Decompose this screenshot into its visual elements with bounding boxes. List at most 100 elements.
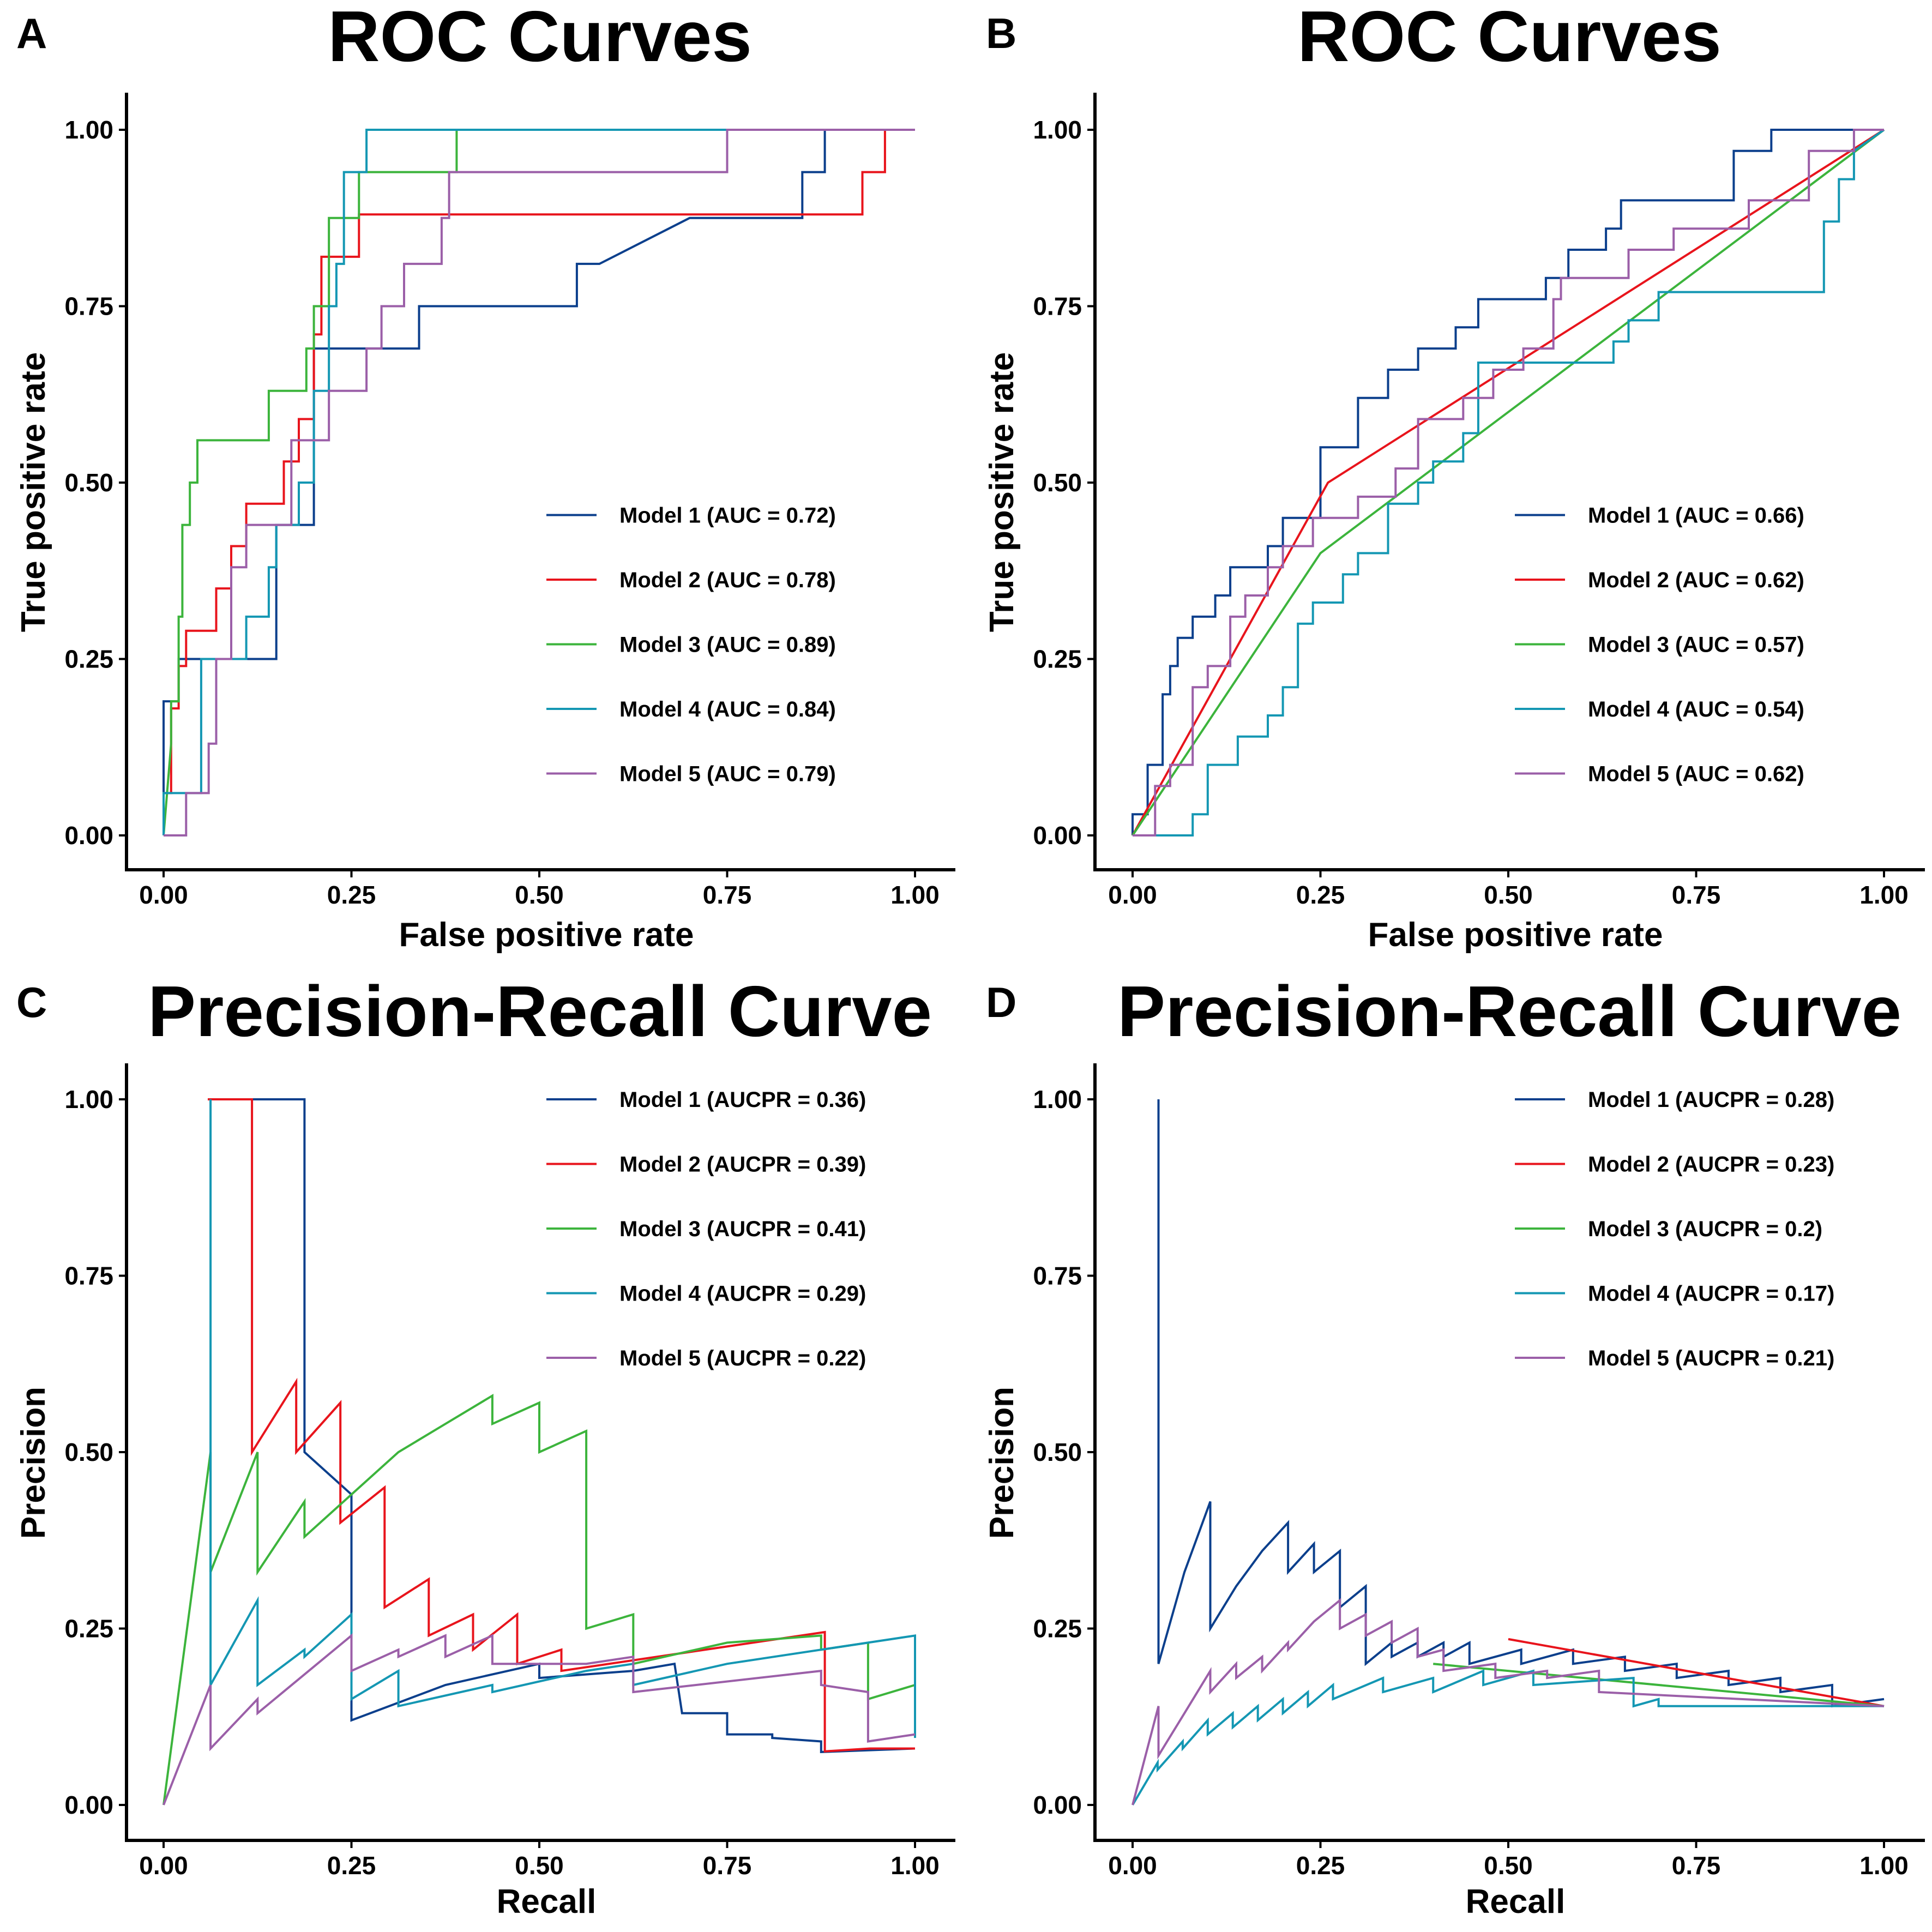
legend-label: Model 4 (AUCPR = 0.29) [619,1282,866,1306]
y-tick-label: 0.00 [1033,821,1082,850]
x-axis-label: False positive rate [1368,916,1663,954]
x-tick-label: 0.25 [1296,1851,1345,1880]
legend-label: Model 3 (AUC = 0.89) [619,633,836,657]
y-tick-label: 0.50 [64,1438,113,1466]
x-axis-label: False positive rate [399,916,694,954]
series-line-model-4 [1133,129,1885,836]
y-tick-label: 0.75 [64,292,113,321]
legend-label: Model 3 (AUCPR = 0.2) [1588,1217,1822,1241]
y-tick-label: 0.00 [1033,1791,1082,1819]
panel-letter: C [16,978,47,1026]
chart-title: ROC Curves [1297,0,1722,76]
x-tick-label: 1.00 [890,881,940,909]
legend-label: Model 2 (AUC = 0.62) [1588,568,1804,592]
y-tick-label: 0.50 [1033,1438,1082,1466]
series-line-model-2 [162,129,915,835]
x-axis-label: Recall [497,1883,597,1921]
y-tick-label: 1.00 [1033,116,1082,144]
legend-label: Model 1 (AUCPR = 0.36) [619,1088,866,1112]
legend-label: Model 5 (AUC = 0.62) [1588,762,1804,786]
y-tick-label: 1.00 [1033,1085,1082,1114]
chart-title: ROC Curves [328,0,752,76]
x-tick-label: 0.75 [703,1851,752,1880]
chart-title: Precision-Recall Curve [1117,971,1901,1051]
y-axis-label: True positive rate [15,352,52,632]
panel-b: B ROC Curves 0.00 0.25 0.50 0.75 1.00 0.00 0.25 0… [983,0,1925,954]
y-tick-label: 0.25 [64,1615,113,1643]
legend-label: Model 1 (AUC = 0.72) [619,504,836,528]
legend-label: Model 1 (AUC = 0.66) [1588,504,1804,528]
x-tick-label: 0.00 [1108,881,1157,909]
x-tick-label: 0.25 [327,881,376,909]
y-tick-label: 0.00 [64,1791,113,1819]
series-line-model-1 [1157,1099,1885,1708]
series-line-model-5 [164,129,915,836]
legend-label: Model 3 (AUCPR = 0.41) [619,1217,866,1241]
x-tick-label: 0.50 [1484,881,1533,909]
series-line-model-3 [162,129,915,836]
series-line-model-5 [162,1633,916,1805]
series-line-model-4 [162,129,915,835]
series-line-model-5 [1131,1598,1885,1805]
series-line-model-2 [208,1098,915,1753]
y-tick-label: 1.00 [64,116,113,144]
x-tick-label: 0.25 [327,1851,376,1880]
x-tick-label: 1.00 [1859,881,1909,909]
legend-label: Model 1 (AUCPR = 0.28) [1588,1088,1834,1112]
panel-a: A ROC Curves 0.00 0.25 0.50 0.75 1.00 0.00 0.25 0… [15,0,955,954]
legend-label: Model 2 (AUCPR = 0.39) [619,1153,866,1177]
y-tick-label: 1.00 [64,1085,113,1114]
y-axis-label: Precision [983,1387,1021,1539]
y-tick-label: 0.25 [64,645,113,673]
y-tick-label: 0.50 [64,468,113,497]
panel-d: D Precision-Recall Curve 0.00 0.25 0.50 0.75 1… [983,971,1925,1921]
series-line-model-3 [162,1393,916,1805]
panel-letter: A [16,9,47,57]
series-line-model-1 [210,1098,916,1753]
legend-label: Model 5 (AUCPR = 0.21) [1588,1346,1834,1370]
series-line-model-1 [162,129,915,835]
x-tick-label: 0.75 [1672,881,1721,909]
legend-label: Model 4 (AUC = 0.84) [619,697,836,721]
y-axis-label: Precision [15,1387,52,1539]
series-line-model-4 [209,1099,916,1738]
series-line-model-1 [1131,129,1884,835]
x-tick-label: 1.00 [890,1851,940,1880]
x-tick-label: 0.00 [139,881,188,909]
legend-label: Model 4 (AUCPR = 0.17) [1588,1282,1834,1306]
legend-label: Model 2 (AUCPR = 0.23) [1588,1153,1834,1177]
x-tick-label: 0.50 [515,1851,564,1880]
x-tick-label: 1.00 [1859,1851,1909,1880]
series-line-model-2 [1131,129,1885,836]
x-tick-label: 0.25 [1296,881,1345,909]
chart-title: Precision-Recall Curve [148,971,932,1051]
legend-label: Model 4 (AUC = 0.54) [1588,697,1804,721]
x-tick-label: 0.00 [1108,1851,1157,1880]
legend-label: Model 5 (AUCPR = 0.22) [619,1346,866,1370]
y-tick-label: 0.75 [1033,292,1082,321]
panel-c: C Precision-Recall Curve 0.00 0.25 0.50 0.75 1… [15,971,955,1921]
x-tick-label: 0.75 [1672,1851,1721,1880]
y-tick-label: 0.50 [1033,468,1082,497]
panel-letter: B [986,9,1016,57]
legend-label: Model 3 (AUC = 0.57) [1588,633,1804,657]
x-tick-label: 0.00 [139,1851,188,1880]
y-tick-label: 0.25 [1033,645,1082,673]
series-line-model-5 [1133,129,1884,836]
series-line-model-4 [1131,1669,1884,1806]
x-tick-label: 0.75 [703,881,752,909]
series-line-model-3 [1131,129,1885,836]
legend-label: Model 5 (AUC = 0.79) [619,762,836,786]
y-tick-label: 0.75 [1033,1262,1082,1290]
y-tick-label: 0.00 [64,821,113,850]
x-tick-label: 0.50 [515,881,564,909]
y-tick-label: 0.75 [64,1262,113,1290]
x-tick-label: 0.50 [1484,1851,1533,1880]
y-tick-label: 0.25 [1033,1615,1082,1643]
y-axis-label: True positive rate [983,352,1021,632]
series-line-model-3 [1433,1663,1885,1707]
panel-letter: D [986,978,1016,1026]
series-line-model-2 [1508,1638,1885,1707]
x-axis-label: Recall [1466,1883,1566,1921]
